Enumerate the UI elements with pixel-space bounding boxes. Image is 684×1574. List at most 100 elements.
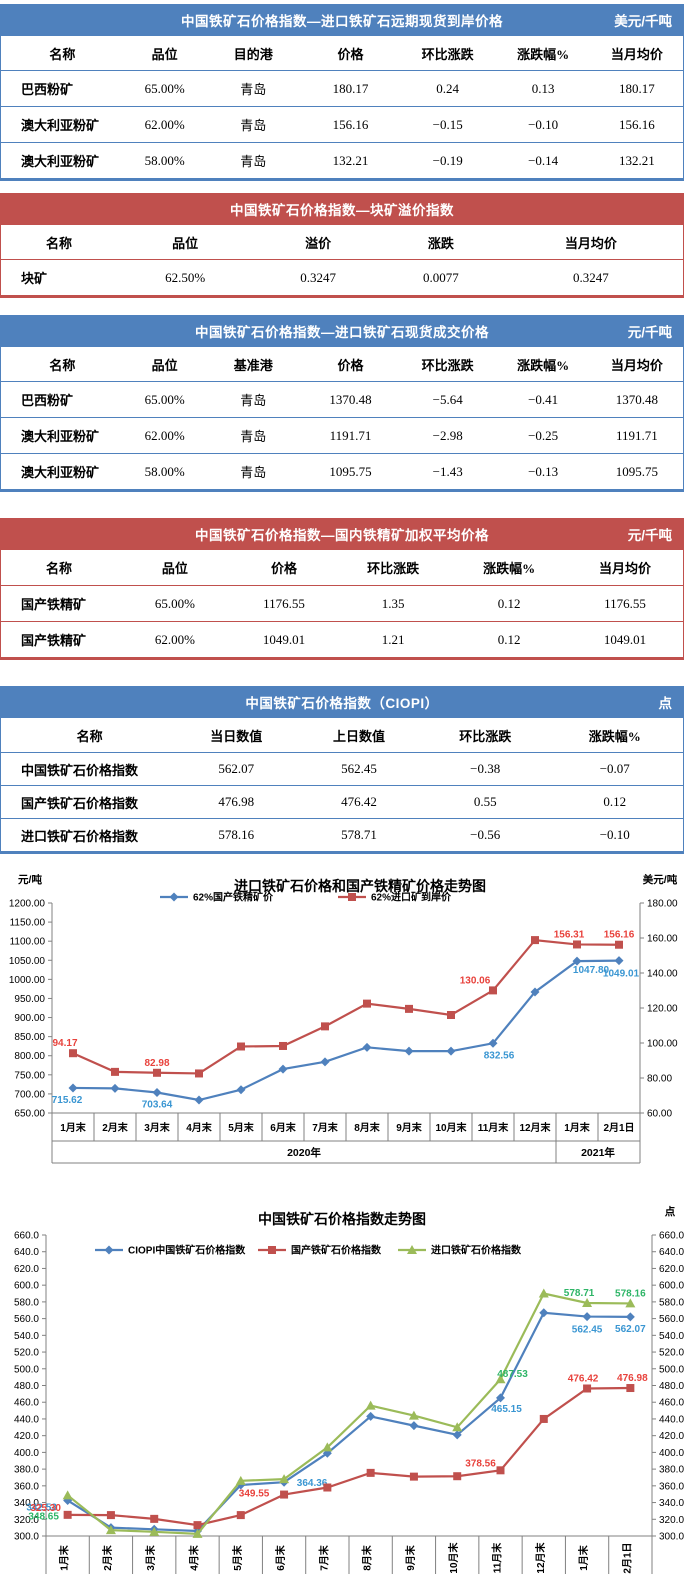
axis-tick-label: 620.0 <box>14 1264 39 1275</box>
cell: −0.10 <box>599 827 630 842</box>
table-header-row: 名称 品位 价格 环比涨跌 涨跌幅% 当月均价 <box>1 550 683 586</box>
data-point-marker <box>447 1011 455 1019</box>
month-label: 3月末 <box>144 1544 157 1571</box>
data-label: 325.30 <box>30 1503 61 1514</box>
cell: 1370.48 <box>329 391 372 407</box>
table-row: 澳大利亚粉矿 58.00% 青岛 1095.75 −1.43 −0.13 1095.75 <box>1 454 683 489</box>
data-label: 378.56 <box>465 1458 496 1469</box>
data-point-marker <box>236 1511 245 1520</box>
data-point-marker <box>495 1374 506 1384</box>
cell: 562.07 <box>218 761 255 776</box>
cell: 1370.48 <box>615 391 659 407</box>
column-header: 涨跌幅% <box>517 46 570 62</box>
data-label: 1049.01 <box>603 969 640 980</box>
table-grid: 名称 品位 目的港 价格 环比涨跌 涨跌幅% 当月均价 巴西粉矿 65.00% 青岛 180.17 0… <box>0 36 684 181</box>
legend-marker <box>268 1246 276 1254</box>
axis-tick-label: 460.0 <box>14 1398 39 1409</box>
legend-label: CIOPI中国铁矿石价格指数 <box>128 1244 246 1257</box>
axis-tick-label: 750.00 <box>14 1070 45 1081</box>
table-title: 中国铁矿石价格指数（CIOPI） <box>245 696 439 711</box>
data-point-marker <box>582 1297 593 1307</box>
data-point-marker <box>195 1069 203 1078</box>
column-header: 名称 <box>49 357 76 373</box>
month-label: 9月末 <box>404 1544 417 1571</box>
data-point-marker <box>365 1400 376 1410</box>
data-label: 476.98 <box>617 1373 648 1384</box>
axis-tick-label: 140.00 <box>647 969 678 980</box>
month-label: 1月末 <box>564 1121 591 1134</box>
cell: 562.45 <box>341 761 377 776</box>
cell: 58.00% <box>144 463 185 479</box>
cell: −0.15 <box>432 116 463 132</box>
table-row: 进口铁矿石价格指数 578.16 578.71 −0.56 −0.10 <box>1 819 683 851</box>
data-point-marker <box>320 1057 330 1067</box>
legend-label: 62%进口矿到岸价 <box>371 891 452 904</box>
cell: 澳大利亚粉矿 <box>21 429 100 444</box>
table-grid: 名称 品位 价格 环比涨跌 涨跌幅% 当月均价 国产铁精矿 65.00% 1176.55 1.35… <box>0 550 684 660</box>
series-line <box>67 1386 631 1527</box>
axis-tick-label: 700.00 <box>14 1089 45 1100</box>
table-row: 巴西粉矿 65.00% 青岛 1370.48 −5.64 −0.41 1370.48 <box>1 382 683 418</box>
data-label: 364.36 <box>297 1478 328 1489</box>
data-point-marker <box>149 1526 160 1536</box>
axis-tick-label: 640.0 <box>659 1247 684 1258</box>
axis-tick-label: 60.00 <box>647 1109 672 1120</box>
data-point-marker <box>453 1472 462 1481</box>
axis-tick-label: 660.0 <box>659 1231 684 1242</box>
right-axis-unit: 美元/吨 <box>643 873 678 886</box>
data-point-marker <box>404 1046 414 1056</box>
axis-tick-label: 540.0 <box>14 1331 39 1342</box>
month-label: 2月末 <box>102 1121 129 1134</box>
table-row: 澳大利亚粉矿 58.00% 青岛 132.21 −0.19 −0.14 132.21 <box>1 143 683 178</box>
axis-tick-label: 640.0 <box>14 1247 39 1258</box>
cell: 578.71 <box>341 827 377 842</box>
table-title-bar: 中国铁矿石价格指数（CIOPI） 点 <box>0 686 684 718</box>
table-grid: 名称 当日数值 上日数值 环比涨跌 涨跌幅% 中国铁矿石价格指数 562.07 562.45 −… <box>0 718 684 854</box>
right-axis-unit: 点 <box>665 1205 676 1218</box>
column-header: 溢价 <box>305 235 332 251</box>
axis-tick-label: 560.0 <box>14 1314 39 1325</box>
axis-tick-label: 400.0 <box>14 1448 39 1459</box>
cell: 132.21 <box>332 152 369 168</box>
cell: 国产铁矿石价格指数 <box>21 795 139 811</box>
axis-tick-label: 160.00 <box>647 934 678 945</box>
table-header-row: 名称 当日数值 上日数值 环比涨跌 涨跌幅% <box>1 718 683 753</box>
cell: 0.12 <box>497 595 521 611</box>
axis-tick-label: 120.00 <box>647 1004 678 1015</box>
chart-index-trend-block: 中国铁矿石价格指数走势图 点 660.0 640.0 620.0 600.0 580.0 56… <box>0 1194 684 1574</box>
legend-item: 62%国产铁精矿价 <box>160 891 274 904</box>
column-header: 名称 <box>49 46 76 62</box>
data-label: 156.31 <box>554 929 585 940</box>
data-label: 342.53 <box>26 1502 57 1513</box>
table-row: 块矿 62.50% 0.3247 0.0077 0.3247 <box>1 260 683 295</box>
data-label: 562.45 <box>572 1325 603 1336</box>
cell: 0.55 <box>473 794 497 809</box>
axis-tick-label: 1100.00 <box>10 937 46 948</box>
table-row: 国产铁矿石价格指数 476.98 476.42 0.55 0.12 <box>1 786 683 819</box>
data-point-marker <box>192 1528 203 1538</box>
cell: 65.00% <box>144 391 185 407</box>
cell: 0.3247 <box>300 269 336 285</box>
series-CIOPI中国铁矿石价格指数: 342.53 364.36 465.15 562.45 562.07 <box>26 1308 646 1536</box>
data-label: 130.06 <box>460 975 491 986</box>
table-unit: 点 <box>658 696 673 711</box>
data-point-marker <box>279 1474 290 1484</box>
cell: 0.13 <box>531 80 555 96</box>
column-header: 价格 <box>337 357 364 373</box>
month-label: 3月末 <box>144 1121 171 1134</box>
table-title: 中国铁矿石价格指数—国内铁精矿加权平均价格 <box>195 528 489 543</box>
month-label: 2月1日 <box>621 1542 633 1573</box>
data-label: 349.55 <box>239 1489 270 1500</box>
axis-tick-label: 1050.00 <box>9 956 46 967</box>
data-point-marker <box>496 1466 505 1475</box>
month-label: 1月末 <box>58 1544 71 1571</box>
data-point-marker <box>62 1490 73 1500</box>
axis-tick-label: 480.0 <box>659 1381 684 1392</box>
cell: 156.16 <box>619 116 655 132</box>
column-header: 上日数值 <box>333 728 386 744</box>
cell: 476.42 <box>341 794 377 809</box>
table-title: 中国铁矿石价格指数—块矿溢价指数 <box>230 203 454 218</box>
cell: 1.21 <box>381 631 405 647</box>
cell: 青岛 <box>240 118 267 133</box>
